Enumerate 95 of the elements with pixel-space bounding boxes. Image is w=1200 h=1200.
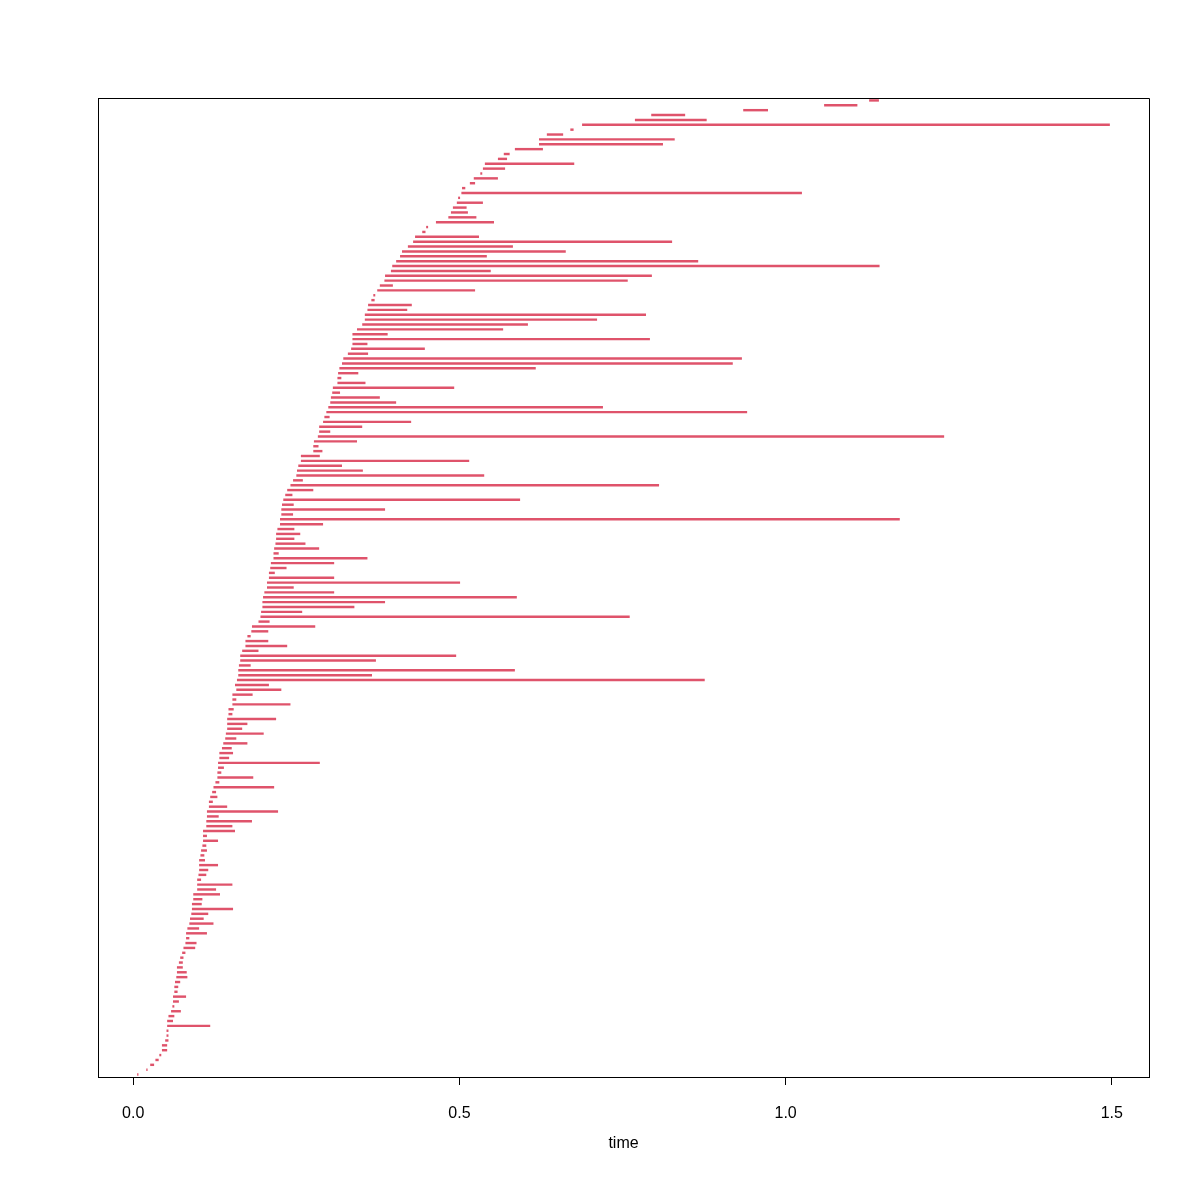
bar: [200, 854, 205, 857]
bar: [313, 445, 319, 448]
bar: [347, 352, 369, 355]
bar: [197, 883, 233, 886]
bar: [275, 542, 306, 545]
bar: [371, 298, 375, 302]
bar: [165, 1039, 169, 1042]
bar: [193, 893, 220, 896]
bar: [824, 104, 858, 107]
bar: [450, 211, 468, 214]
bar: [330, 401, 397, 404]
bar: [546, 133, 564, 136]
bar: [174, 990, 178, 993]
bar: [362, 323, 528, 326]
x-axis-title: time: [608, 1133, 639, 1151]
bar: [324, 415, 330, 419]
bar: [173, 995, 187, 998]
bar: [274, 547, 320, 550]
bar: [281, 508, 386, 511]
bar: [328, 406, 603, 409]
bar: [225, 732, 264, 735]
bar: [407, 245, 513, 248]
bar: [208, 805, 228, 808]
bar: [384, 279, 628, 282]
bar: [869, 99, 879, 102]
bar: [330, 396, 380, 399]
bar: [400, 255, 487, 258]
x-tick-label: 1.5: [1100, 1104, 1124, 1122]
bar: [570, 128, 574, 131]
bar: [296, 474, 485, 477]
bar: [539, 138, 675, 141]
bar: [197, 888, 217, 891]
bar: [155, 1058, 159, 1062]
bar: [448, 216, 477, 219]
bar: [364, 318, 598, 321]
bar: [223, 742, 248, 745]
bar: [313, 440, 357, 443]
bar: [238, 664, 251, 667]
bar: [161, 1044, 168, 1047]
bar: [473, 177, 498, 180]
bar: [206, 820, 252, 823]
bar: [189, 922, 214, 925]
bar: [232, 698, 237, 701]
bar: [225, 737, 237, 740]
bar: [379, 284, 393, 287]
bar: [293, 479, 303, 482]
x-tick-label: 1.0: [774, 1104, 797, 1122]
bar: [201, 849, 207, 852]
bar: [228, 708, 234, 711]
bar: [402, 250, 566, 253]
bar: [238, 669, 515, 672]
x-tick-label: 0.5: [448, 1104, 471, 1122]
bar: [413, 240, 673, 243]
bar: [341, 362, 733, 365]
bar: [251, 630, 269, 633]
bar: [187, 927, 200, 930]
bar: [317, 435, 945, 438]
bar: [240, 659, 376, 662]
bar: [377, 289, 476, 292]
bar: [217, 776, 254, 779]
bar: [319, 430, 331, 433]
bar: [266, 586, 294, 589]
bar: [273, 552, 279, 555]
bar: [296, 469, 363, 472]
bar: [173, 1000, 179, 1003]
bar: [176, 966, 183, 969]
bar: [251, 625, 316, 628]
bar: [332, 391, 341, 394]
bar: [422, 230, 426, 234]
bar: [186, 932, 207, 935]
bar: [178, 961, 183, 964]
bar: [281, 503, 294, 506]
bar: [281, 513, 294, 516]
bar: [482, 167, 506, 170]
x-tick-label: 0.0: [122, 1104, 145, 1122]
bar: [215, 781, 220, 784]
bar: [206, 810, 279, 813]
bar: [232, 693, 253, 696]
bar: [206, 815, 219, 818]
bar: [189, 917, 204, 920]
bar: [247, 634, 251, 638]
bar: [258, 620, 270, 623]
bar: [232, 703, 291, 706]
bar: [264, 591, 335, 594]
bar: [180, 956, 184, 959]
bar: [452, 206, 467, 209]
bar: [266, 581, 461, 584]
bar: [202, 844, 207, 847]
bar: [343, 357, 742, 360]
bar: [357, 328, 504, 331]
bar: [218, 766, 224, 769]
bar: [217, 771, 222, 774]
bar: [280, 518, 900, 521]
bar: [339, 367, 536, 370]
bar: [240, 654, 457, 657]
